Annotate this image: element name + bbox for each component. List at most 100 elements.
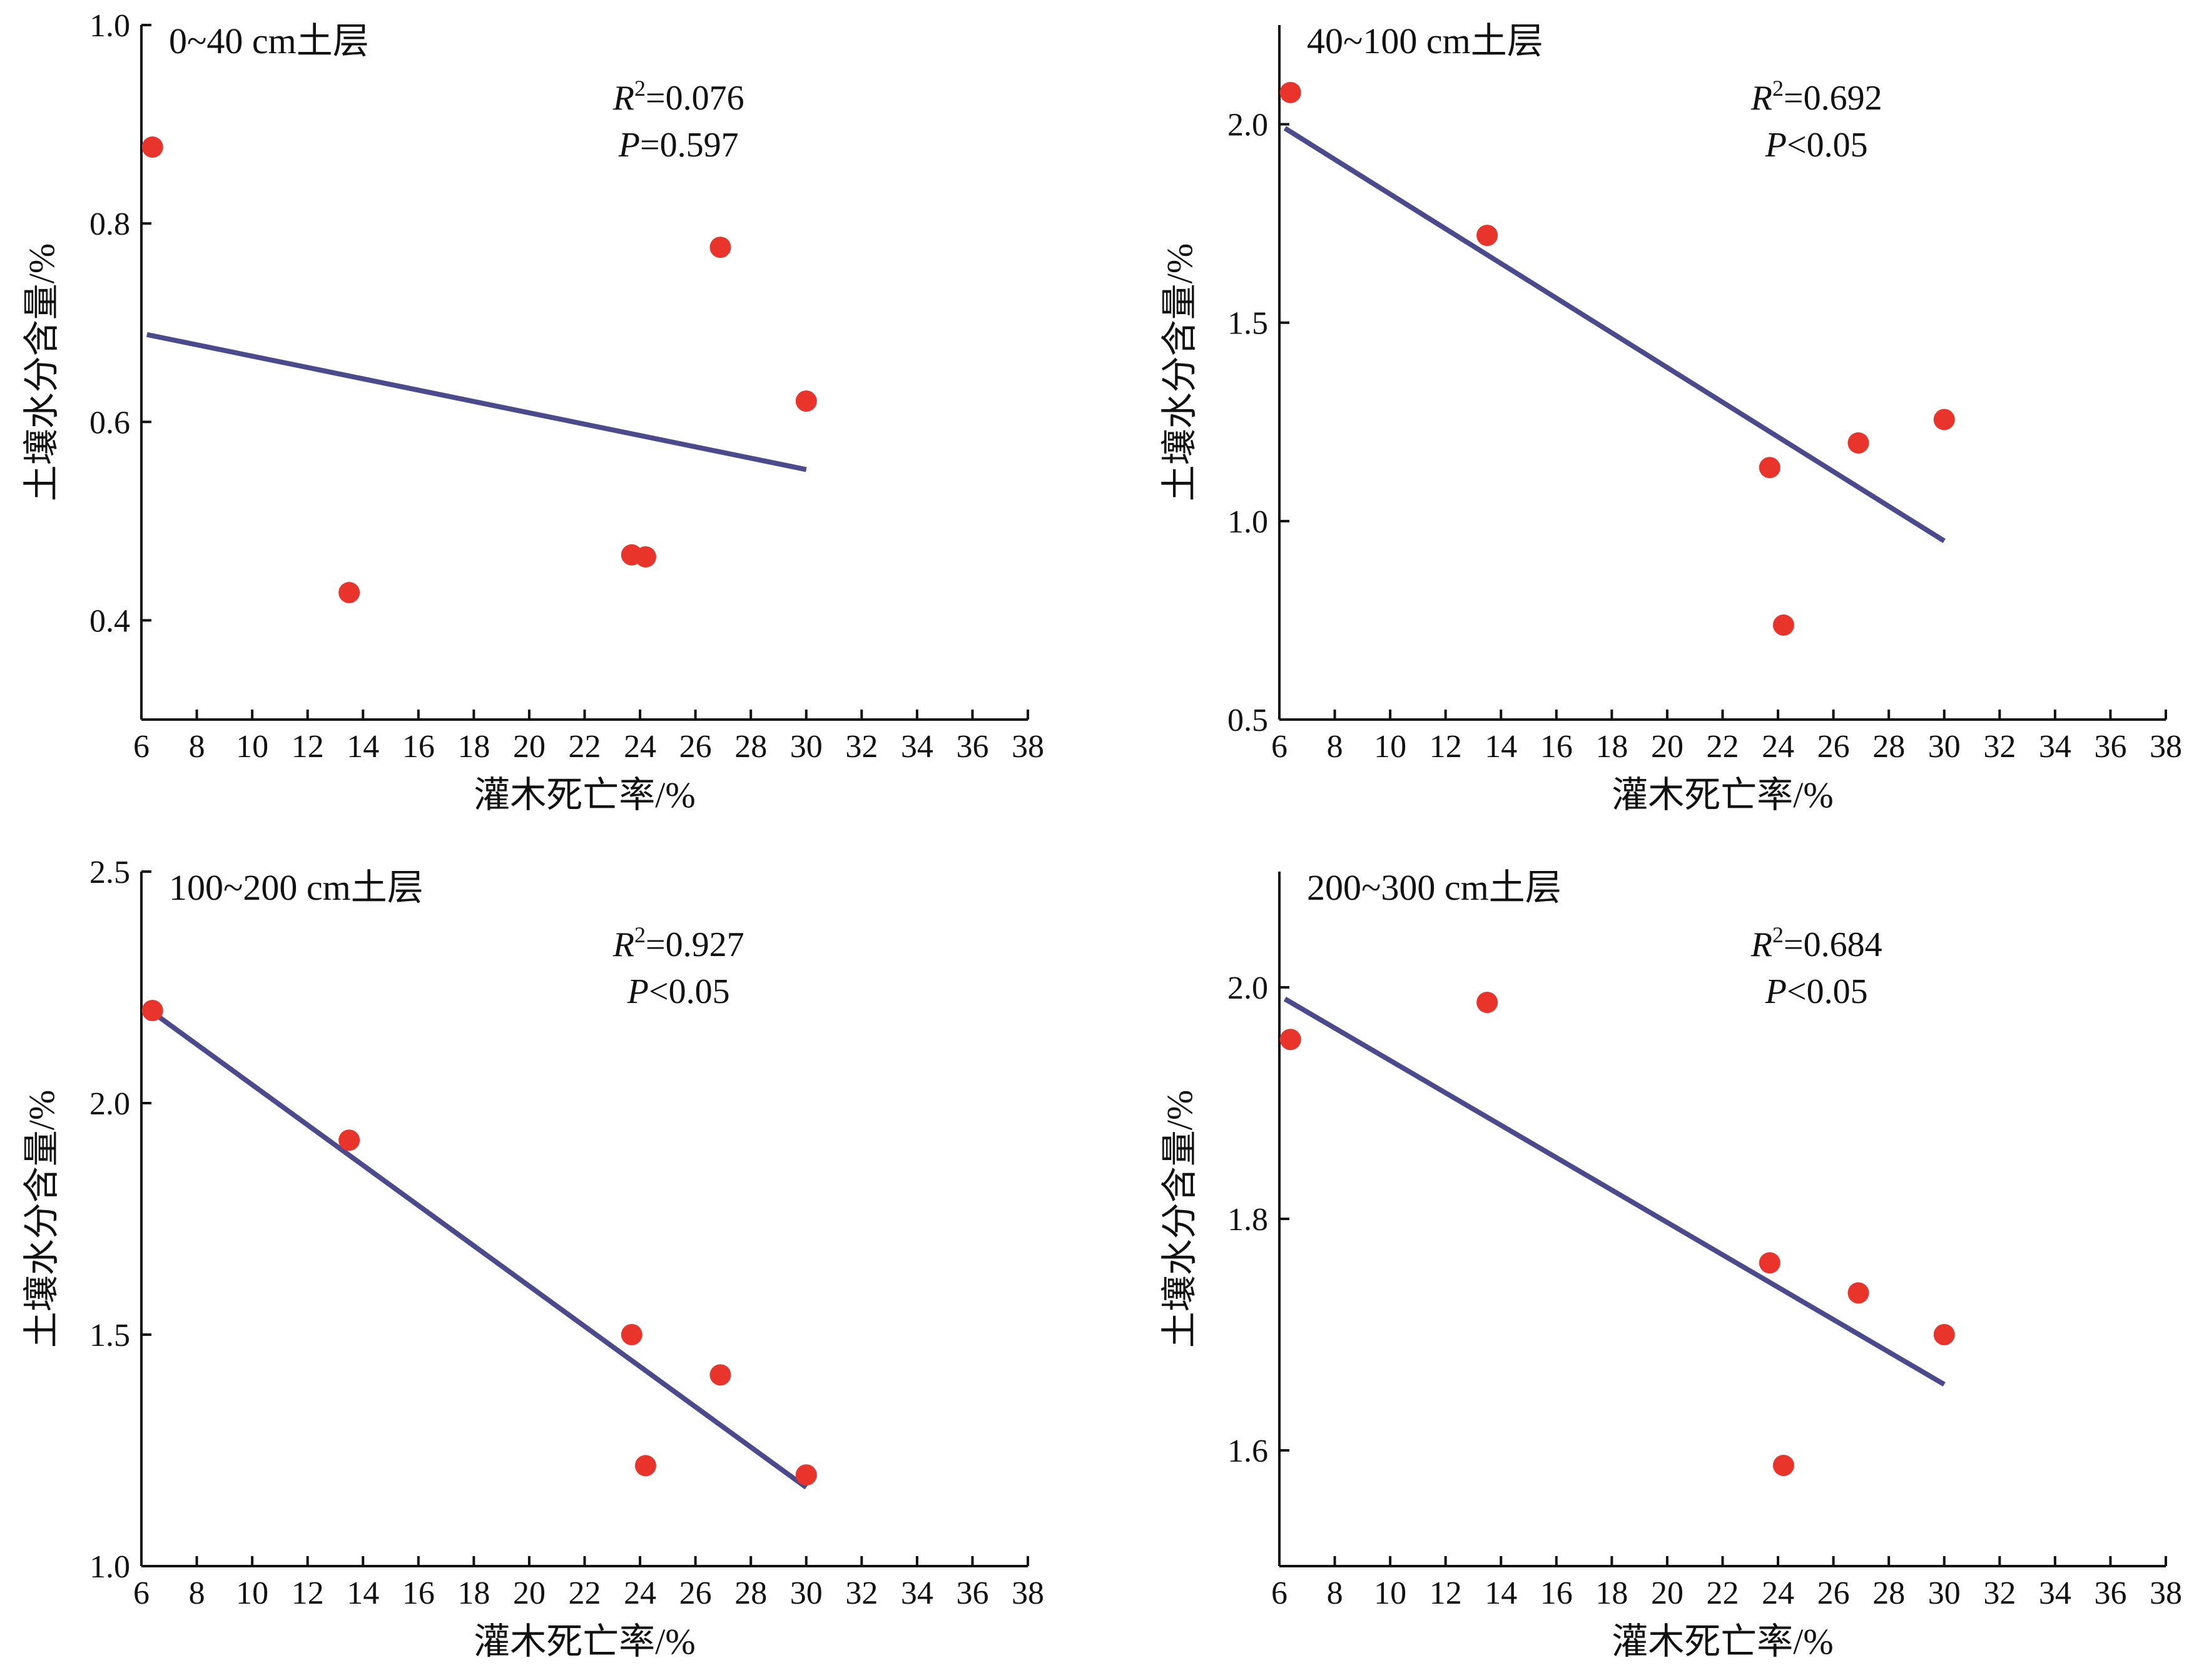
data-point bbox=[621, 1324, 642, 1345]
x-tick-label: 28 bbox=[1872, 729, 1905, 765]
x-tick-label: 28 bbox=[734, 1576, 767, 1611]
y-tick-label: 2.0 bbox=[89, 1086, 130, 1122]
p-value-annotation: P<0.05 bbox=[1765, 972, 1868, 1011]
panel-title: 40~100 cm土层 bbox=[1307, 21, 1543, 61]
data-point bbox=[634, 546, 656, 568]
data-point bbox=[141, 136, 163, 158]
r-squared-superscript: 2 bbox=[1772, 922, 1784, 947]
r-squared-symbol: R bbox=[1750, 79, 1772, 118]
x-tick-label: 34 bbox=[2039, 1576, 2071, 1611]
x-tick-label: 38 bbox=[1012, 1576, 1044, 1611]
x-tick-label: 24 bbox=[1762, 1576, 1794, 1611]
x-axis-title: 灌木死亡率/% bbox=[1612, 775, 1833, 815]
x-tick-label: 14 bbox=[1485, 1576, 1517, 1611]
x-tick-label: 30 bbox=[790, 1576, 823, 1611]
x-tick-label: 38 bbox=[2150, 1576, 2182, 1611]
r-squared-symbol: R bbox=[612, 925, 634, 964]
x-tick-label: 30 bbox=[1928, 729, 1961, 765]
x-tick-label: 20 bbox=[1651, 729, 1684, 765]
p-value: =0.597 bbox=[640, 126, 739, 165]
x-tick-label: 38 bbox=[1012, 729, 1044, 765]
y-tick-label: 1.0 bbox=[89, 8, 130, 44]
x-tick-label: 16 bbox=[1540, 1576, 1573, 1611]
x-tick-label: 32 bbox=[845, 729, 878, 765]
x-tick-label: 24 bbox=[624, 729, 656, 765]
y-tick-label: 2.5 bbox=[89, 855, 130, 890]
x-tick-label: 32 bbox=[1983, 1576, 2016, 1611]
regression-line bbox=[145, 1006, 808, 1490]
regression-line bbox=[1283, 997, 1946, 1387]
p-value: <0.05 bbox=[1787, 972, 1868, 1011]
x-axis-title: 灌木死亡率/% bbox=[474, 1621, 695, 1662]
x-tick-label: 12 bbox=[1430, 1576, 1462, 1611]
y-axis-title: 土壤水分含量/% bbox=[21, 243, 62, 501]
x-tick-label: 14 bbox=[347, 729, 379, 765]
y-axis-title: 土壤水分含量/% bbox=[1159, 1090, 1200, 1348]
y-tick-label: 2.0 bbox=[1227, 970, 1268, 1006]
data-point bbox=[634, 1455, 656, 1477]
x-tick-label: 16 bbox=[402, 1576, 435, 1611]
x-tick-label: 6 bbox=[1271, 729, 1287, 765]
data-point bbox=[1772, 1455, 1794, 1477]
x-tick-label: 36 bbox=[2094, 1576, 2126, 1611]
p-symbol: P bbox=[627, 972, 649, 1011]
x-tick-label: 34 bbox=[2039, 729, 2071, 765]
y-tick-label: 1.8 bbox=[1227, 1202, 1268, 1238]
regression-line bbox=[146, 332, 807, 472]
p-value: <0.05 bbox=[649, 972, 730, 1011]
x-tick-label: 6 bbox=[133, 1576, 150, 1611]
chart-panel-2: 6 8 10 12 14 16 18 20 22 24 26 28 30 32 34 36 38 0.5 1.0 1.… bbox=[1159, 21, 2182, 815]
x-tick-label: 12 bbox=[1430, 729, 1462, 765]
x-tick-label: 18 bbox=[457, 1576, 490, 1611]
x-tick-label: 6 bbox=[1271, 1576, 1287, 1611]
x-tick-label: 8 bbox=[1327, 729, 1343, 765]
x-tick-label: 14 bbox=[347, 1576, 379, 1611]
data-point bbox=[141, 1000, 163, 1021]
panel-title: 100~200 cm土层 bbox=[169, 867, 424, 908]
x-tick-label: 26 bbox=[1817, 729, 1850, 765]
x-tick-label: 26 bbox=[1817, 1576, 1850, 1611]
y-tick-label: 0.8 bbox=[89, 206, 130, 242]
regression-line bbox=[1283, 126, 1946, 543]
data-point bbox=[1933, 1324, 1955, 1345]
y-tick-label: 1.5 bbox=[89, 1318, 130, 1353]
x-tick-label: 10 bbox=[1374, 1576, 1406, 1611]
x-tick-label: 24 bbox=[1762, 729, 1794, 765]
x-tick-label: 36 bbox=[956, 729, 988, 765]
y-tick-label: 0.4 bbox=[89, 603, 130, 639]
x-tick-label: 30 bbox=[790, 729, 823, 765]
p-value-annotation: P=0.597 bbox=[618, 126, 739, 165]
x-tick-label: 36 bbox=[956, 1576, 988, 1611]
x-tick-label: 22 bbox=[569, 729, 601, 765]
y-tick-label: 1.6 bbox=[1227, 1433, 1268, 1469]
x-tick-label: 24 bbox=[624, 1576, 656, 1611]
x-tick-label: 38 bbox=[2150, 729, 2182, 765]
data-point bbox=[1279, 1029, 1301, 1051]
x-tick-label: 32 bbox=[845, 1576, 878, 1611]
x-tick-label: 20 bbox=[513, 729, 546, 765]
x-tick-label: 22 bbox=[1707, 729, 1739, 765]
p-symbol: P bbox=[1765, 126, 1787, 165]
r-squared-superscript: 2 bbox=[634, 76, 646, 101]
data-point bbox=[338, 1129, 360, 1151]
x-tick-label: 10 bbox=[1374, 729, 1406, 765]
y-tick-label: 1.5 bbox=[1227, 306, 1268, 342]
r-squared-value: =0.684 bbox=[1784, 925, 1882, 964]
y-tick-label: 1.0 bbox=[89, 1549, 130, 1585]
r-squared-value: =0.927 bbox=[646, 925, 744, 964]
x-tick-label: 18 bbox=[1595, 1576, 1628, 1611]
x-tick-label: 26 bbox=[679, 729, 712, 765]
x-tick-label: 32 bbox=[1983, 729, 2016, 765]
panel-title: 200~300 cm土层 bbox=[1307, 867, 1562, 908]
data-point bbox=[709, 1364, 731, 1386]
r-squared-annotation: R2=0.692 bbox=[1750, 76, 1882, 118]
panel-title: 0~40 cm土层 bbox=[169, 21, 369, 61]
data-point bbox=[1772, 614, 1794, 636]
x-tick-label: 10 bbox=[236, 729, 268, 765]
r-squared-superscript: 2 bbox=[634, 922, 646, 947]
data-point bbox=[1847, 432, 1869, 454]
p-value-annotation: P<0.05 bbox=[1765, 126, 1868, 165]
x-axis-title: 灌木死亡率/% bbox=[1612, 1621, 1833, 1662]
x-tick-label: 36 bbox=[2094, 729, 2126, 765]
